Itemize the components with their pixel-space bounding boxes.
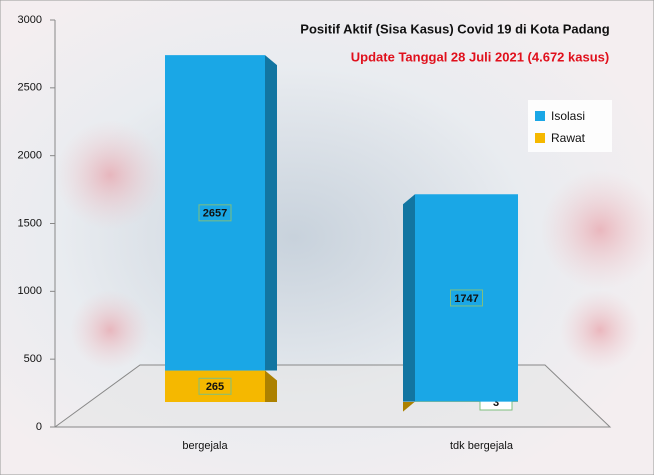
decoration: [540, 170, 654, 290]
y-tick-label: 0: [36, 421, 42, 433]
floor: [53, 364, 612, 428]
decoration: [560, 290, 640, 370]
legend: [528, 100, 612, 152]
y-tick-label: 3000: [18, 14, 42, 26]
bar-side: [265, 370, 277, 402]
x-tick-label: bergejala: [182, 440, 228, 452]
y-tick-label: 500: [24, 353, 42, 365]
legend-label: Isolasi: [551, 109, 585, 123]
legend-label: Rawat: [551, 131, 586, 145]
y-tick-label: 2500: [18, 82, 42, 94]
value-label: 3: [493, 397, 499, 409]
bar-side: [265, 55, 277, 371]
value-label-box: [450, 289, 483, 307]
x-tick-label: tdk bergejala: [450, 440, 514, 452]
decoration: [55, 120, 165, 230]
y-tick-label: 2000: [18, 150, 42, 162]
legend-swatch: [535, 111, 545, 121]
value-label: 265: [206, 381, 224, 393]
legend-swatch: [535, 133, 545, 143]
y-tick-label: 1500: [18, 217, 42, 229]
chart-subtitle: Update Tanggal 28 Juli 2021 (4.672 kasus…: [351, 49, 609, 64]
chart-title: Positif Aktif (Sisa Kasus) Covid 19 di K…: [300, 21, 609, 36]
decoration: [70, 290, 150, 370]
value-label: 2657: [203, 208, 227, 220]
value-label-box: [198, 204, 232, 222]
bar-side: [403, 401, 415, 412]
value-label-box: [198, 377, 232, 395]
y-tick-label: 1000: [18, 285, 42, 297]
value-label: 1747: [454, 293, 478, 305]
bar-side: [403, 194, 415, 402]
